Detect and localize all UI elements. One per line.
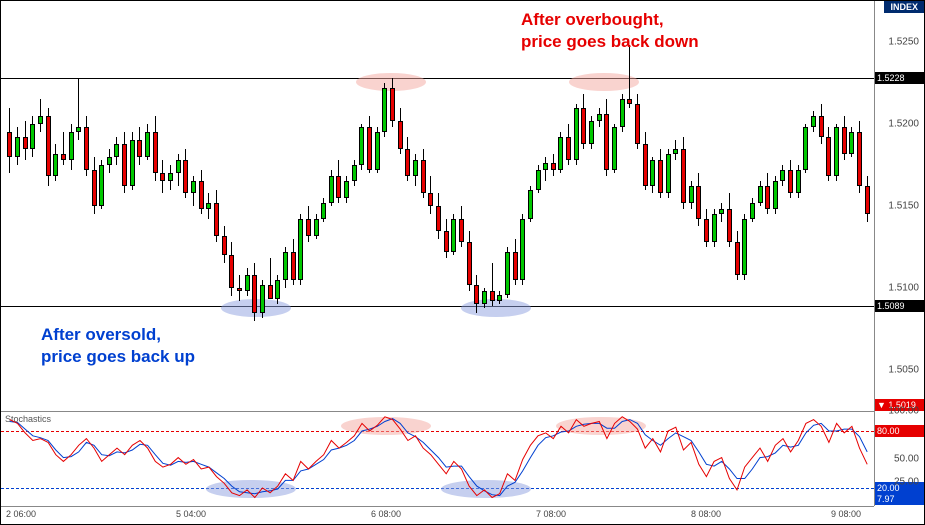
highlight-oval <box>461 299 531 317</box>
time-tick: 6 08:00 <box>371 509 401 519</box>
indicator-tick: 50.00 <box>894 453 919 464</box>
time-tick: 5 04:00 <box>176 509 206 519</box>
stochastics-panel[interactable]: Stochastics 80.0020.007.97 <box>1 411 874 506</box>
indicator-tick: 100.00 <box>888 406 919 417</box>
stochastic-line <box>1 412 876 507</box>
price-tick: 1.5150 <box>888 201 919 212</box>
price-tick: 1.5250 <box>888 37 919 48</box>
price-tick: 1.5100 <box>888 283 919 294</box>
price-tick: 1.5200 <box>888 119 919 130</box>
indicator-tick: 25.00 <box>894 477 919 488</box>
time-tick: 9 08:00 <box>831 509 861 519</box>
chart-annotation: After overbought,price goes back down <box>521 9 699 53</box>
time-tick: 2 06:00 <box>6 509 36 519</box>
horizontal-level-line <box>1 306 874 307</box>
horizontal-level-line <box>1 78 874 79</box>
time-axis: 2 06:00 5 04:00 6 08:00 7 08:00 8 08:00 9 08:… <box>1 506 874 524</box>
chart-container: INDEX 1.52281.5089▼ 1.5019After overboug… <box>0 0 925 525</box>
chart-annotation: After oversold,price goes back up <box>41 324 195 368</box>
indicator-axis: 25.0050.00100.00 <box>874 411 924 506</box>
price-tick: 1.5050 <box>888 365 919 376</box>
price-axis: 1.5050 1.5100 1.5150 1.5200 1.5250 <box>874 1 924 411</box>
time-tick: 7 08:00 <box>536 509 566 519</box>
time-tick: 8 08:00 <box>691 509 721 519</box>
main-chart-area[interactable]: 1.52281.5089▼ 1.5019After overbought,pri… <box>1 1 874 411</box>
